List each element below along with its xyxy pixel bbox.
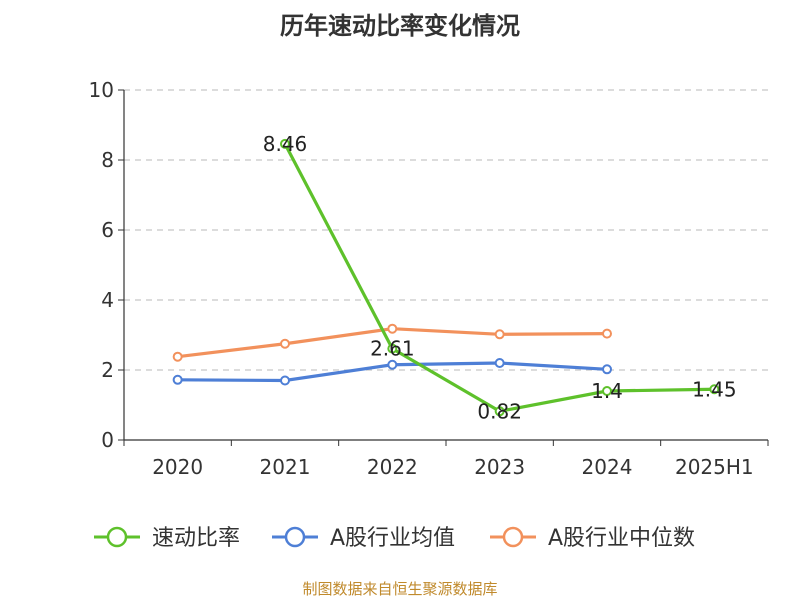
x-tick-label: 2021 [260, 455, 311, 479]
data-point [494, 406, 505, 417]
chart-title: 历年速动比率变化情况 [280, 12, 520, 40]
data-point [280, 138, 290, 149]
data-labels: 8.46 2.61 0.82 1.4 1.45 [263, 132, 737, 423]
data-point [387, 323, 398, 334]
data-point [172, 374, 183, 385]
data-point [494, 358, 505, 368]
data-label: 1.4 [591, 379, 623, 403]
legend-marker [502, 526, 524, 548]
y-tick-label: 0 [101, 428, 114, 452]
legend-label: A股行业中位数 [548, 526, 695, 551]
data-point [387, 343, 398, 354]
x-tick-label: 2025H1 [675, 455, 754, 479]
data-point [709, 384, 720, 395]
x-tick-label: 2020 [152, 455, 203, 479]
y-tick-label: 6 [101, 218, 114, 242]
series-lines [172, 138, 720, 417]
data-point [602, 386, 612, 396]
data-label: 0.82 [477, 399, 522, 423]
legend-marker [106, 526, 128, 548]
x-tick-label: 2022 [367, 455, 418, 479]
data-point [387, 359, 398, 370]
data-label: 2.61 [370, 337, 415, 361]
data-point [602, 364, 612, 375]
data-point [280, 375, 290, 386]
data-point [172, 351, 183, 362]
y-tick-label: 2 [101, 358, 114, 382]
tick-labels: 0 2 4 6 8 10 2020 2021 2022 2023 2024 2025H1 [89, 78, 754, 479]
axes [118, 89, 769, 446]
data-point [602, 328, 612, 339]
legend-label: A股行业均值 [330, 526, 455, 551]
y-tick-label: 10 [89, 78, 114, 102]
legend-marker [284, 526, 306, 548]
data-label: 8.46 [263, 132, 308, 156]
grid-lines [124, 89, 768, 371]
legend-label: 速动比率 [152, 526, 240, 551]
legend: 速动比率 A股行业均值 A股行业中位数 [94, 526, 695, 551]
source-note: 制图数据来自恒生聚源数据库 [302, 580, 498, 598]
x-tick-label: 2024 [582, 455, 633, 479]
y-tick-label: 4 [101, 288, 114, 312]
data-point [280, 338, 290, 349]
data-label: 1.45 [692, 377, 737, 401]
data-point [494, 329, 505, 340]
y-tick-label: 8 [101, 148, 114, 172]
x-tick-label: 2023 [474, 455, 525, 479]
